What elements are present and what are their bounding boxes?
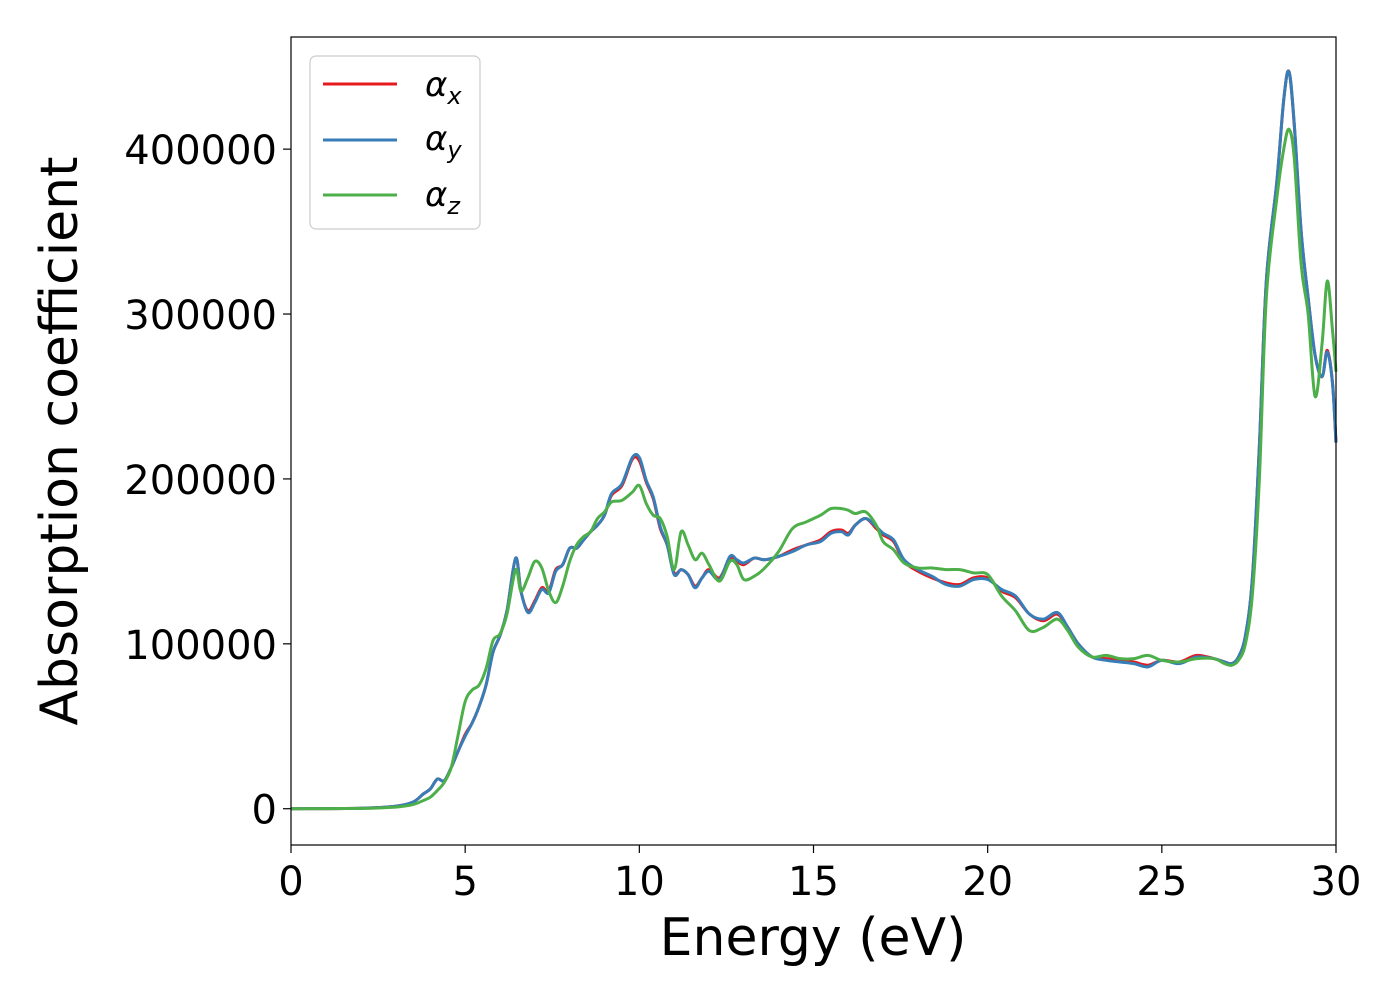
x-tick-label: 20 [962,859,1013,905]
x-axis-label: Energy (eV) [660,908,967,968]
x-tick-label: 30 [1311,859,1362,905]
legend-label-alpha-y: αy [425,119,462,164]
series-line-alpha-y [290,69,1338,811]
y-tick-label: 100000 [124,623,277,669]
y-tick-label: 200000 [124,458,277,504]
legend: αx αy αz [309,55,481,230]
x-tick-label: 25 [1136,859,1187,905]
y-axis-ticks: 0 100000 200000 300000 400000 [124,128,291,834]
legend-box [309,55,481,230]
plot-lines [290,69,1338,811]
x-tick-label: 5 [452,859,477,905]
x-tick-label: 15 [788,859,839,905]
y-axis-label: Absorption coefficient [30,156,90,725]
x-tick-label: 0 [278,859,303,905]
legend-label-alpha-z: αz [425,175,461,220]
series-line-alpha-z [290,127,1338,811]
y-tick-label: 400000 [124,128,277,174]
y-tick-label: 300000 [124,293,277,339]
y-tick-label: 0 [252,788,277,834]
x-tick-label: 10 [614,859,665,905]
legend-label-alpha-x: αx [425,65,462,110]
x-axis-ticks: 0 5 10 15 20 25 30 [278,845,1361,905]
